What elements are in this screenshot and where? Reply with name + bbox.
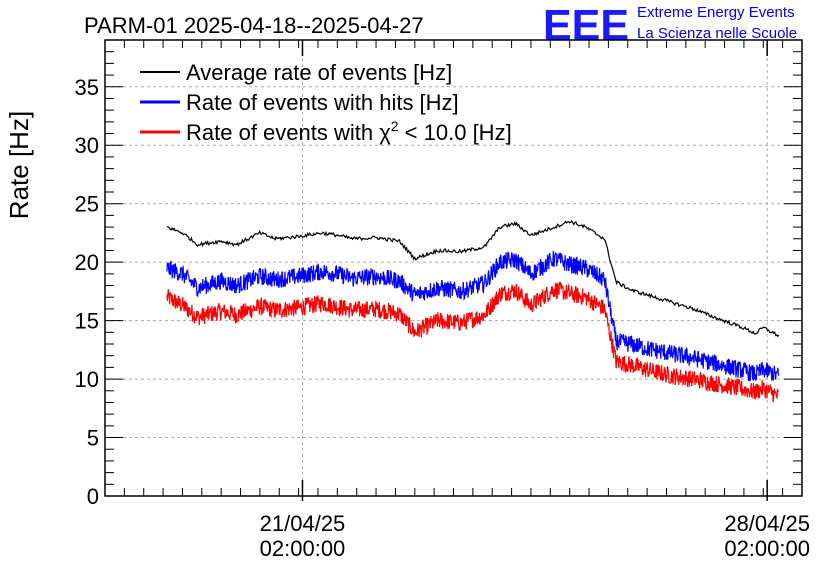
legend-label-hits: Rate of events with hits [Hz] xyxy=(186,90,459,115)
xtick-label-time: 02:00:00 xyxy=(260,536,346,561)
xtick-label-date: 21/04/25 xyxy=(260,511,346,536)
legend: Average rate of events [Hz] Rate of even… xyxy=(140,60,512,145)
y-tick-labels: 0 5 10 15 20 25 30 35 xyxy=(75,75,99,509)
data-series xyxy=(166,219,780,403)
legend-chi2-sup: 2 xyxy=(391,118,399,134)
legend-label-chi2: Rate of events with χ2 < 10.0 [Hz] xyxy=(186,118,512,145)
eee-logo-line1: Extreme Energy Events xyxy=(637,4,795,21)
grid-lines xyxy=(105,40,802,496)
eee-logo-line2: La Scienza nelle Scuole xyxy=(637,25,797,42)
legend-chi2-prefix: Rate of events with χ xyxy=(186,120,391,145)
ytick-label: 15 xyxy=(75,309,99,334)
ytick-label: 20 xyxy=(75,250,99,275)
xtick-label-date: 28/04/25 xyxy=(724,511,810,536)
y-axis-label: Rate [Hz] xyxy=(4,111,34,219)
ytick-label: 0 xyxy=(87,484,99,509)
ytick-label: 35 xyxy=(75,75,99,100)
legend-label-avg: Average rate of events [Hz] xyxy=(186,60,452,85)
ytick-label: 30 xyxy=(75,133,99,158)
eee-logo: EEE Extreme Energy Events La Scienza nel… xyxy=(543,1,797,50)
series-line-chi2 xyxy=(166,281,779,403)
axis-ticks xyxy=(104,39,803,501)
ytick-label: 5 xyxy=(87,426,99,451)
series-line-avg xyxy=(166,219,780,338)
series-line-hits xyxy=(166,250,780,382)
ytick-label: 25 xyxy=(75,192,99,217)
ytick-label: 10 xyxy=(75,367,99,392)
eee-logo-mark: EEE xyxy=(543,1,629,50)
xtick-label-time: 02:00:00 xyxy=(724,536,810,561)
chart-title: PARM-01 2025-04-18--2025-04-27 xyxy=(84,13,424,38)
legend-chi2-suffix: < 10.0 [Hz] xyxy=(399,120,512,145)
